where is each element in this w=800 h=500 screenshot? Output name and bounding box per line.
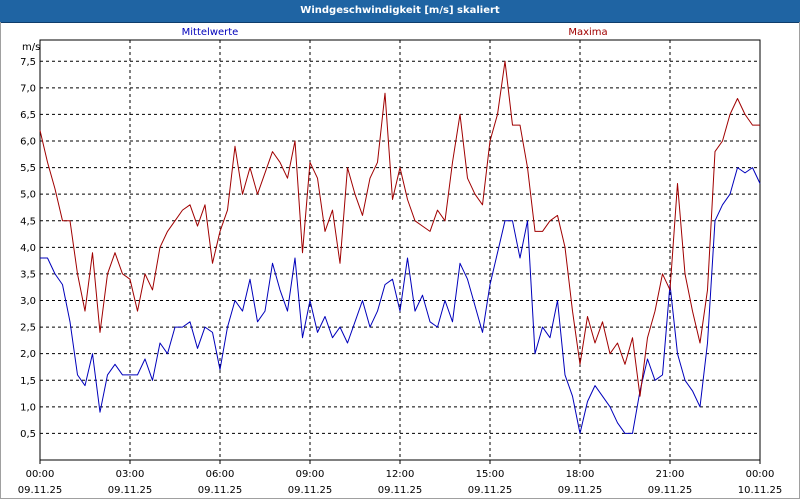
- y-tick-label: 4,5: [20, 216, 36, 227]
- x-tick-date-label: 09.11.25: [18, 485, 63, 496]
- x-tick-date-label: 09.11.25: [198, 485, 243, 496]
- y-tick-label: 6,5: [20, 110, 36, 121]
- y-tick-label: 1,0: [20, 402, 36, 413]
- y-tick-label: 3,5: [20, 269, 36, 280]
- x-tick-date-label: 10.11.25: [738, 485, 783, 496]
- x-tick-date-label: 09.11.25: [288, 485, 333, 496]
- x-tick-time-label: 09:00: [296, 469, 325, 480]
- x-tick-time-label: 21:00: [656, 469, 685, 480]
- x-tick-time-label: 12:00: [386, 469, 415, 480]
- x-tick-date-label: 09.11.25: [648, 485, 693, 496]
- x-tick-time-label: 00:00: [26, 469, 55, 480]
- window-title: Windgeschwindigkeit [m/s] skaliert: [300, 5, 500, 16]
- y-tick-label: 1,5: [20, 376, 36, 387]
- y-tick-label: 2,0: [20, 349, 36, 360]
- x-tick-time-label: 06:00: [206, 469, 235, 480]
- x-tick-time-label: 18:00: [566, 469, 595, 480]
- x-tick-date-label: 09.11.25: [468, 485, 513, 496]
- x-tick-time-label: 03:00: [116, 469, 145, 480]
- y-tick-label: 7,0: [20, 83, 36, 94]
- x-tick-time-label: 15:00: [476, 469, 505, 480]
- series-line-mittelwerte: [40, 167, 761, 434]
- y-tick-label: 2,5: [20, 323, 36, 334]
- plot-area-border: [39, 39, 761, 461]
- y-axis-label: m/s: [22, 42, 40, 53]
- y-tick-label: 6,0: [20, 137, 36, 148]
- legend-label-mittelwerte: Mittelwerte: [182, 27, 239, 38]
- y-tick-label: 0,5: [20, 429, 36, 440]
- series-line-maxima: [39, 60, 760, 397]
- y-tick-label: 5,0: [20, 190, 36, 201]
- title-bar[interactable]: Windgeschwindigkeit [m/s] skaliert: [0, 0, 800, 23]
- y-tick-label: 3,0: [20, 296, 36, 307]
- x-tick-time-label: 00:00: [746, 469, 775, 480]
- y-tick-label: 4,0: [20, 243, 36, 254]
- x-tick-date-label: 09.11.25: [558, 485, 603, 496]
- legend-label-maxima: Maxima: [568, 27, 607, 38]
- x-tick-date-label: 09.11.25: [108, 485, 153, 496]
- x-tick-date-label: 09.11.25: [378, 485, 423, 496]
- y-tick-label: 5,5: [20, 163, 36, 174]
- y-tick-label: 7,5: [20, 57, 36, 68]
